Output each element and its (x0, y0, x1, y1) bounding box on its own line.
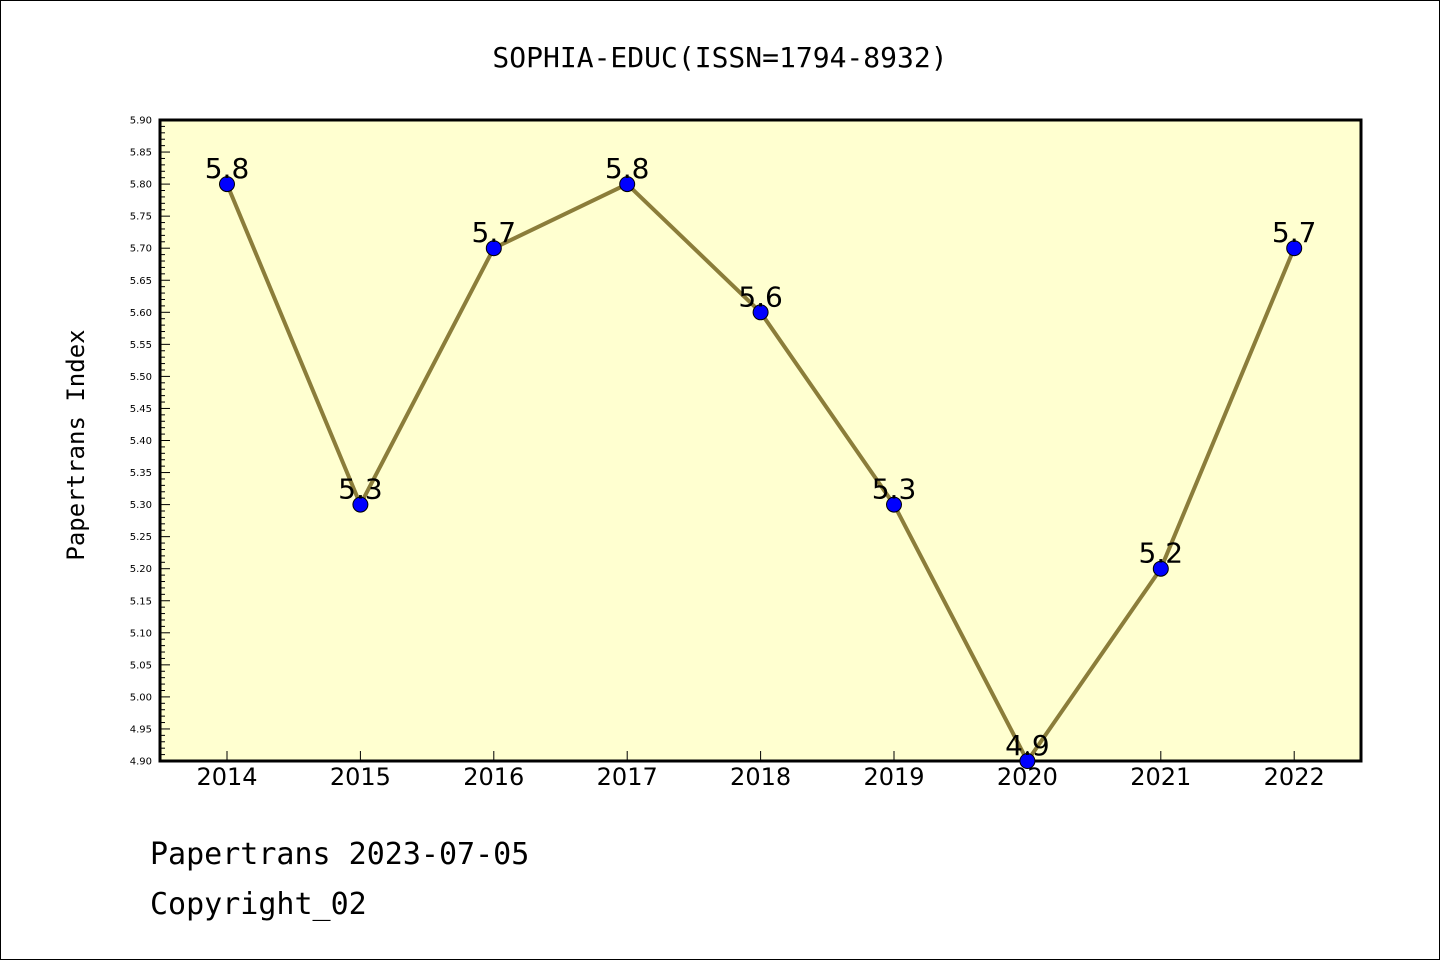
y-tick-label: 5.75 (130, 212, 152, 223)
data-label: 5.3 (338, 473, 383, 506)
x-tick-label: 2021 (1130, 763, 1191, 791)
y-tick-label: 5.30 (130, 500, 152, 511)
data-labels-group: 5.8 5.3 5.7 5.8 5.6 5.3 4.9 5.2 5.7 (205, 152, 1317, 762)
footer-date-text: Papertrans 2023-07-05 (150, 837, 529, 872)
y-tick-label: 5.80 (130, 180, 152, 191)
data-point (1019, 753, 1036, 769)
data-label: 5.8 (205, 152, 250, 185)
y-tick-label: 5.85 (130, 148, 152, 159)
data-label: 5.7 (1272, 216, 1317, 249)
x-tick-label: 2016 (463, 763, 524, 791)
x-tick-label: 2019 (863, 763, 924, 791)
data-label: 5.6 (738, 280, 783, 313)
data-label: 5.7 (472, 216, 517, 249)
y-tick-label: 4.90 (130, 757, 152, 768)
data-point (1286, 240, 1303, 257)
data-point (886, 496, 902, 513)
y-tick-label: 5.50 (130, 372, 152, 383)
data-point (1152, 560, 1169, 577)
data-point (485, 240, 502, 257)
series-line-group (219, 176, 1303, 769)
chart-title: SOPHIA-EDUC(ISSN=1794-8932) (492, 41, 947, 74)
y-tick-label: 5.65 (130, 276, 152, 287)
y-tick-label: 5.15 (130, 596, 152, 607)
y-tick-label: 5.55 (130, 340, 152, 351)
y-tick-label: 5.05 (130, 660, 152, 671)
y-tick-label: 4.95 (130, 724, 152, 735)
data-label: 5.3 (872, 473, 917, 506)
y-tick-label: 5.40 (130, 436, 152, 447)
y-tick-label: 5.25 (130, 532, 152, 543)
x-tick-label: 2018 (730, 763, 791, 791)
y-tick-label: 5.45 (130, 404, 152, 415)
x-tick-label: 2022 (1264, 763, 1325, 791)
y-axis-label: Papertrans Index (62, 329, 90, 560)
y-axis: 4.90 4.95 5.00 5.05 5.10 5.15 5.20 5.25 5.30 5.35… (130, 116, 170, 768)
data-label: 5.8 (605, 152, 650, 185)
data-point (352, 496, 369, 513)
data-point (752, 304, 769, 321)
x-tick-label: 2017 (597, 763, 658, 791)
x-tick-label: 2015 (330, 763, 391, 791)
footer-copyright-text: Copyright_02 (150, 887, 367, 922)
y-tick-label: 5.35 (130, 468, 152, 479)
y-tick-label: 5.00 (130, 692, 152, 703)
y-tick-label: 5.10 (130, 628, 152, 639)
data-point (219, 176, 235, 193)
y-tick-label: 5.20 (130, 564, 152, 575)
plot-area (158, 118, 1363, 763)
data-point (619, 176, 636, 193)
y-tick-label: 5.90 (130, 116, 152, 127)
data-label: 4.9 (1005, 729, 1050, 762)
y-tick-label: 5.70 (130, 244, 152, 255)
x-tick-label: 2014 (196, 763, 257, 791)
data-label: 5.2 (1139, 537, 1184, 570)
y-tick-label: 5.60 (130, 308, 152, 319)
